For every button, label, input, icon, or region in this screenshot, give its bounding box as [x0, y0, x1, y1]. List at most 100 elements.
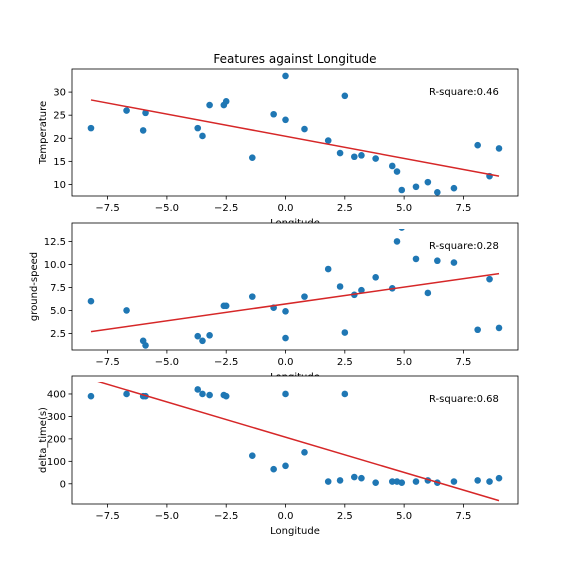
chart-title: Features against Longitude	[213, 52, 376, 66]
data-point	[282, 72, 289, 80]
y-tick-label: 2.5	[50, 329, 66, 340]
data-point	[270, 465, 277, 473]
x-tick-label: 2.5	[337, 357, 353, 368]
axes-frame	[71, 222, 519, 351]
x-tick-label: 7.5	[455, 203, 471, 214]
regression-line	[90, 99, 500, 177]
data-point	[372, 155, 379, 162]
data-point	[199, 337, 206, 345]
y-tick-label: 10	[53, 180, 66, 191]
x-tick-label: −5.0	[155, 511, 179, 522]
data-point	[393, 168, 401, 175]
y-tick-label: 400	[47, 389, 66, 400]
data-point	[123, 307, 130, 314]
data-point	[474, 477, 481, 484]
r-square-annotation: R-square:0.68	[429, 394, 499, 405]
x-axis-label: Longitude	[270, 526, 320, 537]
data-point	[336, 477, 344, 484]
data-point	[341, 92, 349, 100]
data-point	[194, 332, 202, 340]
data-point	[351, 473, 358, 481]
data-point	[87, 392, 95, 400]
data-point	[248, 154, 256, 161]
data-point	[123, 390, 130, 398]
data-point	[424, 178, 432, 186]
panel-temperature: −7.5 −5.0 −2.5 0.0 2.5 5.0 7.5 10 15 20 25 30 R-squa…	[38, 72, 503, 229]
data-point	[248, 293, 256, 300]
data-point	[282, 390, 289, 398]
data-point	[282, 308, 289, 315]
data-point	[486, 275, 493, 283]
data-point	[495, 145, 503, 152]
data-point	[358, 474, 365, 482]
data-point	[282, 334, 289, 342]
data-point	[450, 259, 458, 266]
data-point	[398, 479, 406, 486]
x-tick-label: −7.5	[95, 203, 119, 214]
x-tick-label: −2.5	[214, 357, 238, 368]
data-point	[87, 124, 95, 132]
x-tick-label: −5.0	[155, 203, 179, 214]
regression-line	[90, 378, 500, 502]
data-point	[194, 386, 202, 393]
data-point	[123, 107, 130, 114]
x-tick-label: 7.5	[455, 357, 471, 368]
data-point	[358, 286, 365, 294]
data-point	[270, 110, 277, 118]
axes-frame	[71, 68, 519, 197]
data-point	[474, 326, 481, 334]
data-point	[358, 152, 365, 159]
data-point	[372, 273, 379, 281]
data-point	[424, 289, 432, 297]
data-point	[222, 302, 230, 310]
data-point	[282, 116, 289, 124]
x-tick-label: −5.0	[155, 357, 179, 368]
data-point	[412, 255, 420, 263]
y-tick-label: 100	[47, 457, 66, 468]
data-point	[199, 390, 206, 398]
data-point	[393, 238, 401, 245]
y-tick-label: 12.5	[44, 237, 66, 248]
data-point	[398, 186, 406, 194]
data-point	[142, 342, 149, 349]
r-square-annotation: R-square:0.46	[429, 87, 499, 98]
data-point	[341, 390, 349, 398]
data-point	[206, 101, 213, 109]
data-point	[139, 127, 147, 134]
y-axis-label: ground-speed	[29, 252, 40, 321]
data-point	[248, 452, 256, 460]
axes-frame	[71, 375, 519, 505]
y-tick-label: 25	[53, 111, 66, 122]
y-tick-label: 10.0	[44, 260, 66, 271]
x-tick-label: 5.0	[396, 357, 412, 368]
y-tick-label: 300	[47, 412, 66, 423]
data-point	[222, 98, 230, 105]
regression-line	[90, 272, 500, 333]
data-point	[388, 162, 396, 170]
panel-overlap-mask	[72, 223, 518, 229]
data-point	[412, 478, 420, 485]
y-tick-label: 15	[53, 157, 66, 168]
data-point	[324, 137, 332, 144]
data-point	[341, 329, 349, 336]
x-tick-label: 0.0	[278, 511, 294, 522]
data-point	[142, 109, 149, 117]
data-point	[412, 183, 420, 191]
panel-delta-time: −7.5 −5.0 −2.5 0.0 2.5 5.0 7.5 0 100 200 300 400 R-s…	[38, 378, 503, 537]
data-point	[336, 283, 344, 290]
x-tick-label: 2.5	[337, 203, 353, 214]
x-tick-label: −7.5	[95, 511, 119, 522]
data-point	[450, 478, 458, 485]
y-tick-label: 5.0	[50, 306, 66, 317]
y-axis-label: Temperature	[38, 101, 49, 165]
x-tick-label: 5.0	[396, 203, 412, 214]
data-point	[324, 478, 332, 485]
data-point	[206, 391, 213, 399]
x-tick-label: −2.5	[214, 203, 238, 214]
data-point	[495, 324, 503, 332]
data-point	[474, 141, 481, 149]
data-point	[301, 449, 308, 456]
x-tick-label: −7.5	[95, 357, 119, 368]
data-point	[434, 189, 441, 196]
